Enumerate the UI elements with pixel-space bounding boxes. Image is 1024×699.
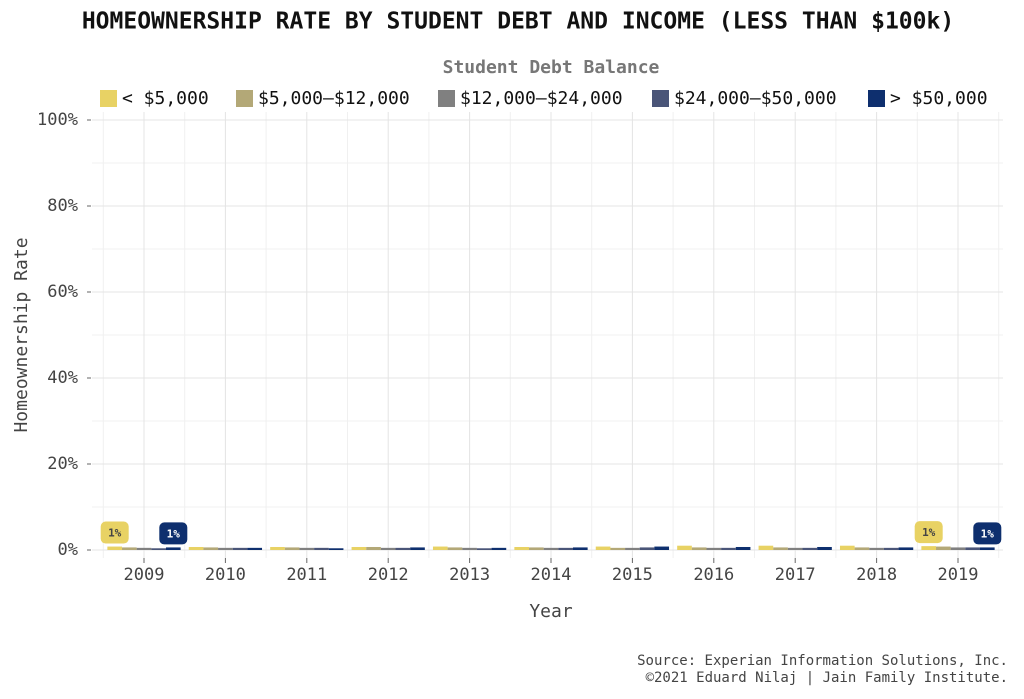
- bar: [654, 546, 670, 550]
- x-tick-label: 2013: [449, 565, 490, 585]
- bar: [898, 547, 914, 550]
- bar: [529, 547, 544, 550]
- x-tick-label: 2014: [531, 565, 572, 585]
- y-axis-title: Homeownership Rate: [11, 237, 32, 432]
- bar: [203, 547, 219, 550]
- y-tick-label: 0%: [58, 540, 78, 560]
- bar: [758, 545, 774, 550]
- bar: [514, 546, 530, 550]
- legend-label: $12,000–$24,000: [460, 88, 623, 109]
- bar: [232, 547, 248, 550]
- bar: [270, 546, 285, 550]
- bar: [936, 546, 951, 550]
- x-axis-title: Year: [529, 601, 573, 622]
- legend-swatch: [438, 90, 455, 107]
- legend-title: Student Debt Balance: [443, 57, 660, 78]
- legend-label: < $5,000: [122, 88, 209, 109]
- bar: [883, 547, 899, 550]
- bar: [218, 547, 233, 550]
- bar: [188, 546, 204, 550]
- y-tick-label: 80%: [47, 196, 78, 216]
- bar: [839, 545, 855, 550]
- bar: [462, 547, 477, 550]
- bar: [366, 546, 381, 550]
- bar: [328, 548, 344, 550]
- bar: [491, 547, 507, 550]
- bar: [107, 546, 123, 550]
- bar: [979, 547, 995, 550]
- legend-label: > $50,000: [890, 88, 988, 109]
- bar: [691, 547, 707, 550]
- bar: [543, 547, 559, 550]
- bar: [965, 547, 980, 550]
- value-label: 1%: [108, 527, 122, 540]
- value-label: 1%: [981, 527, 995, 540]
- bar: [284, 547, 300, 550]
- bar: [773, 547, 788, 550]
- bar: [854, 547, 870, 550]
- bar: [817, 546, 832, 550]
- bar: [921, 546, 937, 550]
- bar: [151, 548, 166, 550]
- bar: [476, 548, 492, 550]
- bar: [706, 547, 722, 550]
- x-tick-label: 2010: [205, 565, 246, 585]
- bar: [558, 547, 573, 550]
- bar: [572, 547, 588, 550]
- bar: [447, 547, 463, 550]
- value-label-box: [914, 521, 943, 544]
- bar: [122, 547, 137, 550]
- legend-swatch: [652, 90, 669, 107]
- bar: [432, 546, 448, 550]
- x-tick-label: 2015: [612, 565, 653, 585]
- legend-label: $24,000–$50,000: [674, 88, 837, 109]
- y-tick-label: 20%: [47, 454, 78, 474]
- bar: [625, 547, 640, 550]
- bar: [299, 547, 315, 550]
- legend-swatch: [100, 90, 117, 107]
- value-label-box: [159, 522, 188, 545]
- legend-swatch: [236, 90, 253, 107]
- value-label-box: [100, 521, 129, 544]
- bar: [639, 547, 655, 550]
- bar: [136, 547, 152, 550]
- chart-title: HOMEOWNERSHIP RATE BY STUDENT DEBT AND I…: [82, 9, 954, 35]
- bar: [351, 546, 367, 550]
- value-label: 1%: [167, 527, 181, 540]
- bar: [380, 547, 396, 550]
- bar: [721, 547, 736, 550]
- legend-swatch: [868, 90, 885, 107]
- x-tick-label: 2018: [856, 565, 897, 585]
- bar: [410, 547, 425, 550]
- bar: [165, 547, 181, 550]
- bar: [869, 547, 884, 550]
- bar: [610, 547, 626, 550]
- x-tick-label: 2011: [286, 565, 327, 585]
- bar: [595, 546, 611, 550]
- bar: [787, 547, 803, 550]
- bar: [802, 547, 818, 550]
- bar: [247, 547, 263, 550]
- bar: [395, 547, 411, 550]
- bar: [314, 547, 329, 550]
- bar: [677, 545, 692, 550]
- y-tick-label: 100%: [37, 110, 78, 130]
- caption: ©2021 Eduard Nilaj | Jain Family Institu…: [646, 670, 1008, 686]
- y-tick-label: 40%: [47, 368, 78, 388]
- caption: Source: Experian Information Solutions, …: [637, 653, 1008, 669]
- bar: [950, 547, 966, 550]
- x-tick-label: 2017: [775, 565, 816, 585]
- legend-label: $5,000–$12,000: [258, 88, 410, 109]
- x-tick-label: 2012: [368, 565, 409, 585]
- x-tick-label: 2009: [124, 565, 165, 585]
- x-tick-label: 2019: [938, 565, 979, 585]
- bar: [735, 546, 751, 550]
- value-label: 1%: [922, 526, 936, 539]
- x-tick-label: 2016: [693, 565, 734, 585]
- y-tick-label: 60%: [47, 282, 78, 302]
- value-label-box: [973, 522, 1002, 545]
